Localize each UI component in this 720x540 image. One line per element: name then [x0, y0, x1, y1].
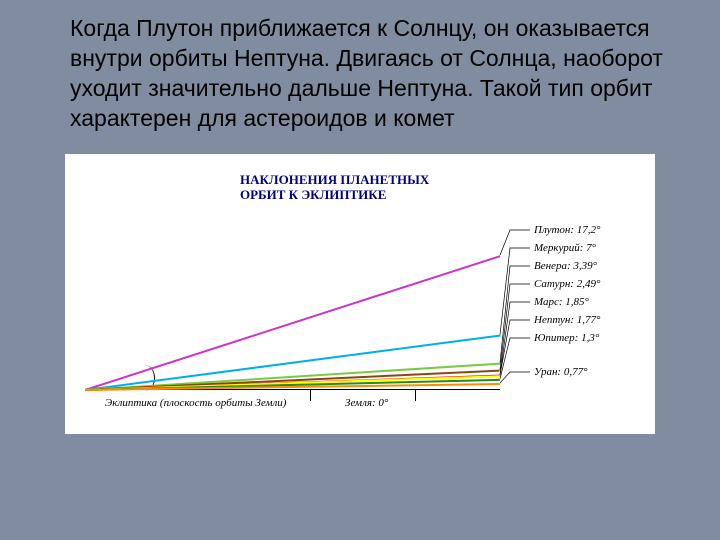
- diagram-title: НАКЛОНЕНИЯ ПЛАНЕТНЫХ ОРБИТ К ЭКЛИПТИКЕ: [240, 172, 429, 203]
- ecliptic-label-left: Эклиптика (плоскость орбиты Земли): [105, 397, 286, 409]
- planet-label-юпитер: Юпитер: 1,3°: [534, 332, 599, 344]
- planet-label-уран: Уран: 0,77°: [534, 366, 587, 378]
- diagram-title-line1: НАКЛОНЕНИЯ ПЛАНЕТНЫХ: [240, 172, 429, 187]
- chart-area: Эклиптика (плоскость орбиты Земли) Земля:…: [75, 214, 645, 424]
- planet-label-сатурн: Сатурн: 2,49°: [534, 278, 600, 290]
- planet-label-нептун: Нептун: 1,77°: [534, 314, 600, 326]
- planet-label-меркурий: Меркурий: 7°: [534, 242, 596, 254]
- planet-label-венера: Венера: 3,39°: [534, 260, 597, 272]
- orbit-line-плутон: [85, 255, 500, 390]
- orbit-inclination-diagram: НАКЛОНЕНИЯ ПЛАНЕТНЫХ ОРБИТ К ЭКЛИПТИКЕ Э…: [65, 154, 655, 434]
- diagram-title-line2: ОРБИТ К ЭКЛИПТИКЕ: [240, 187, 386, 202]
- planet-label-марс: Марс: 1,85°: [534, 296, 589, 308]
- ecliptic-label-earth: Земля: 0°: [345, 397, 388, 409]
- planet-label-плутон: Плутон: 17,2°: [534, 224, 600, 236]
- slide-paragraph: Когда Плутон приближается к Солнцу, он о…: [0, 0, 720, 144]
